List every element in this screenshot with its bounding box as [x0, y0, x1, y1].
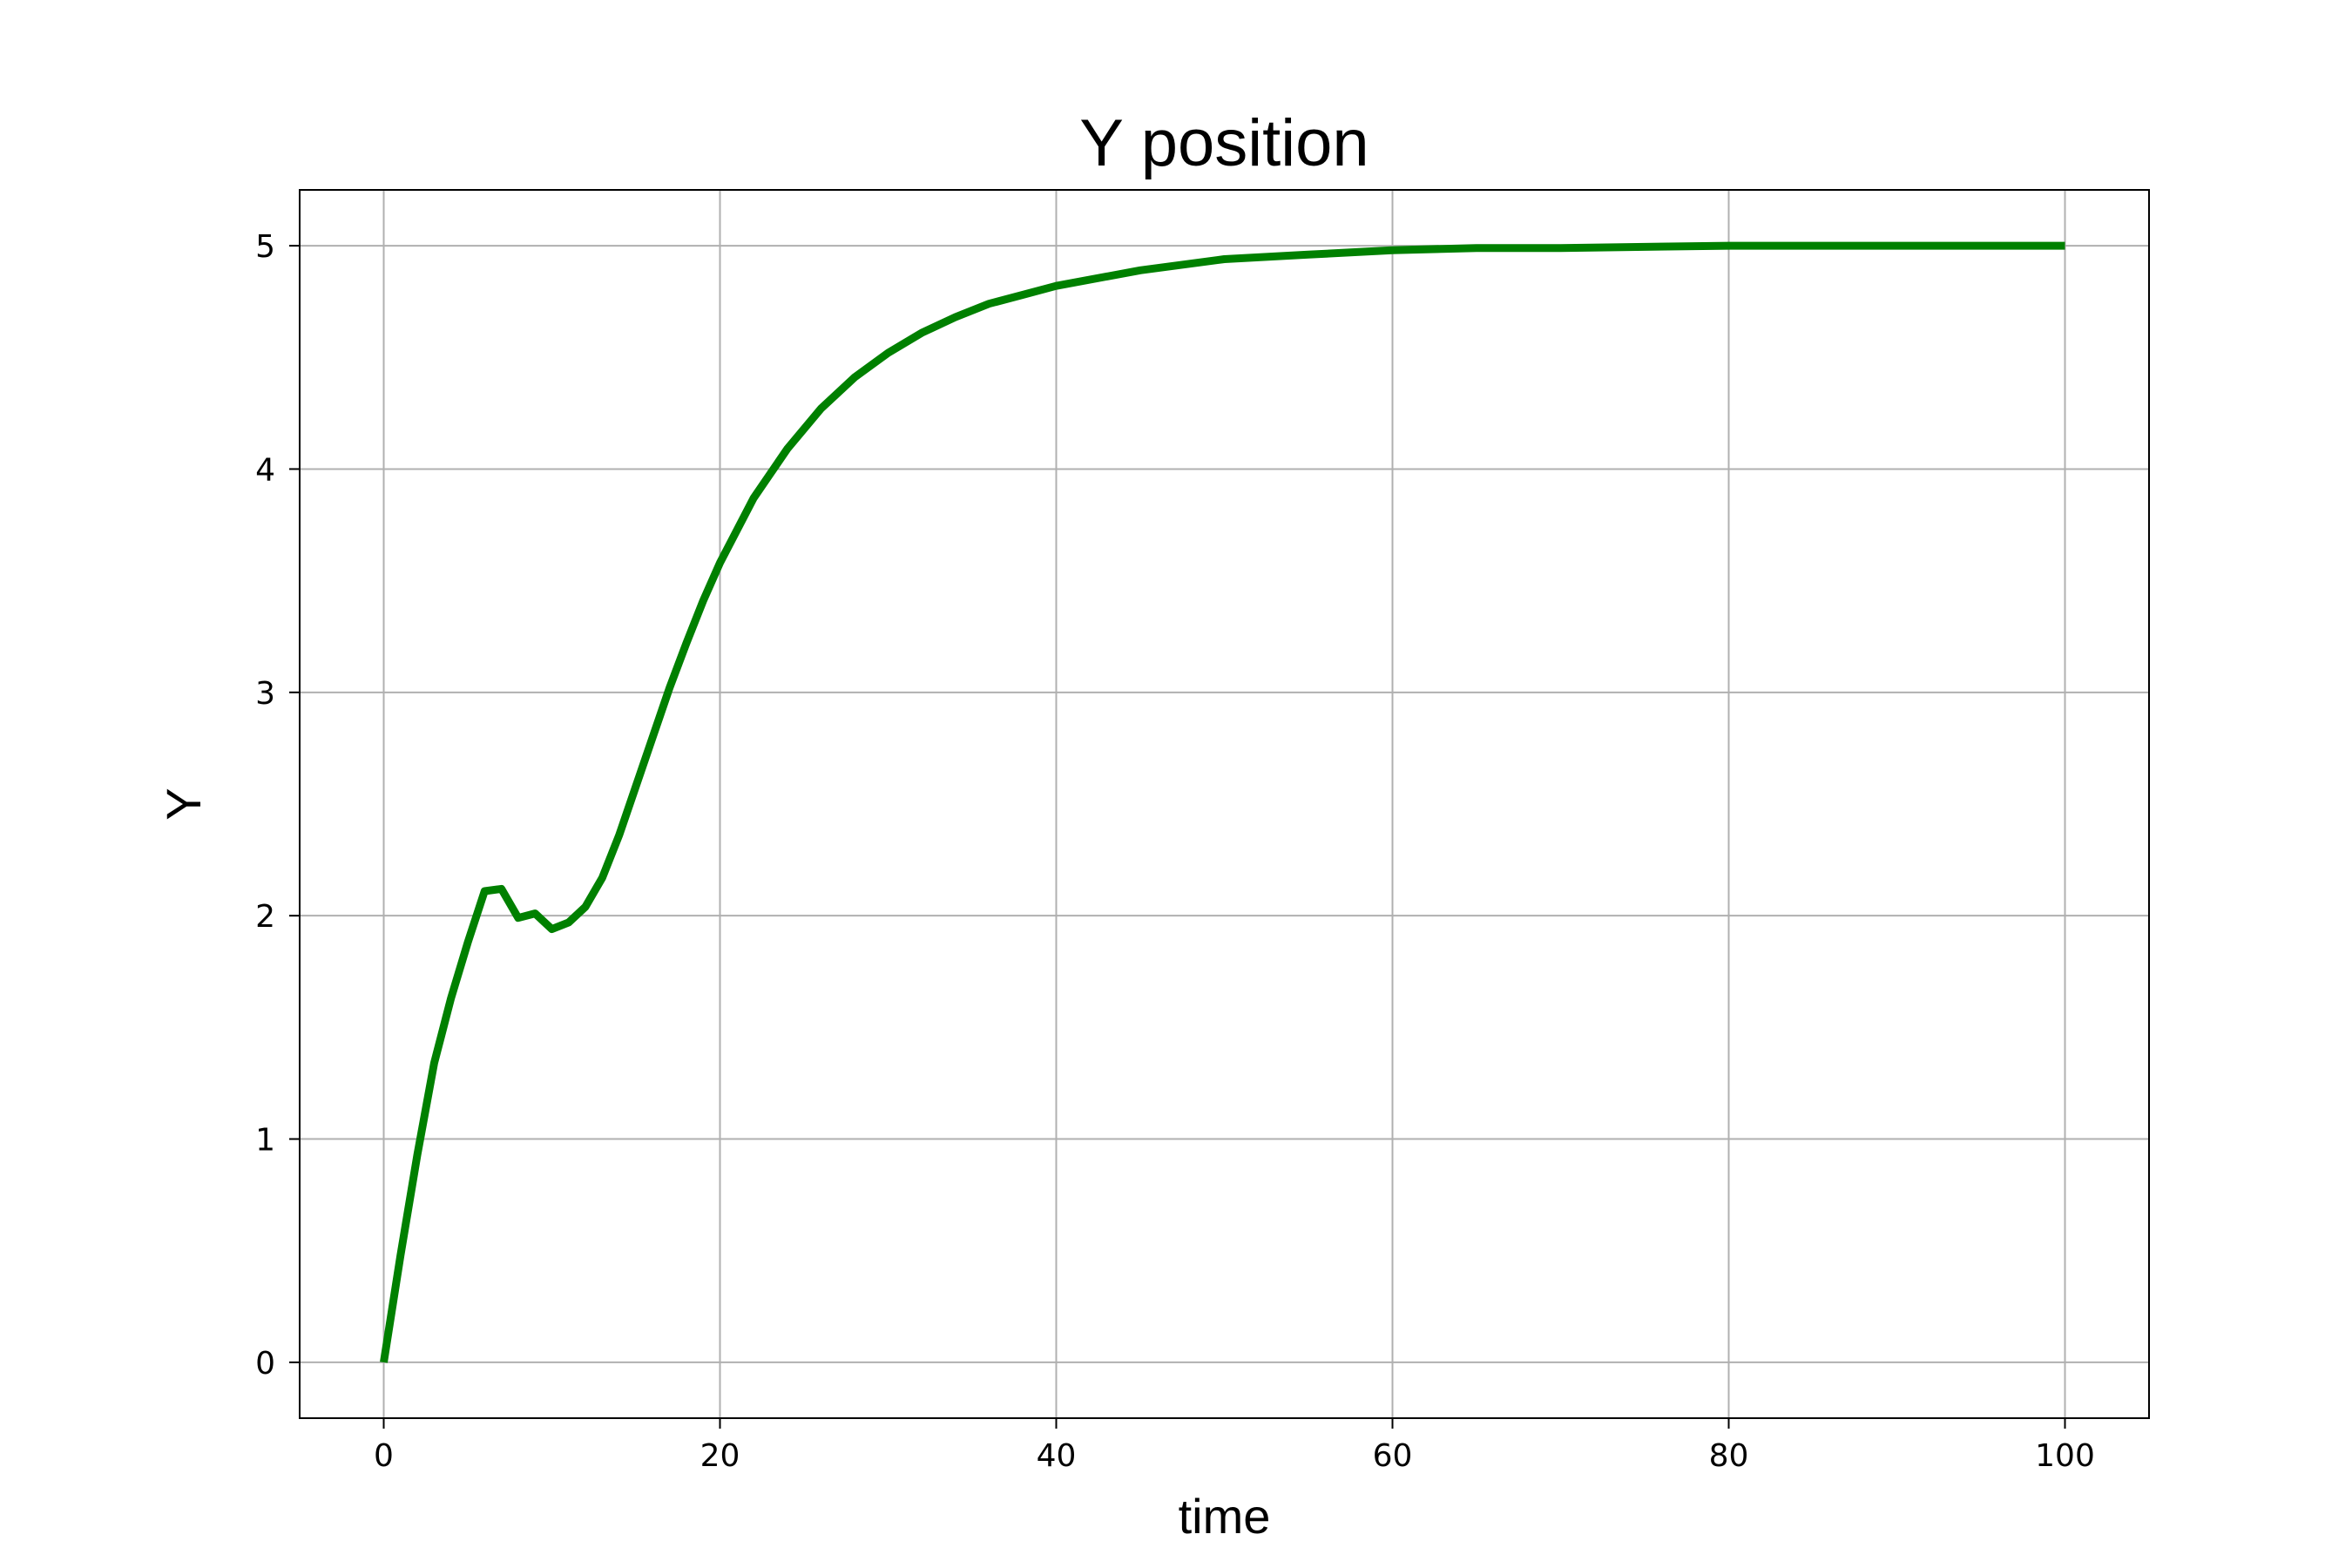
y-tick-label: 4	[255, 452, 275, 488]
plot-frame	[299, 189, 2150, 1419]
x-tick-label: 20	[700, 1438, 740, 1474]
y-tick-label: 2	[255, 899, 275, 935]
y-tick-label: 3	[255, 676, 275, 712]
y-axis-label: Y	[156, 787, 211, 820]
x-axis-label: time	[1179, 1489, 1271, 1544]
y-tick-label: 1	[255, 1123, 275, 1159]
y-tick-label: 0	[255, 1346, 275, 1382]
series-line	[380, 241, 2065, 1363]
y-tick-label: 5	[255, 229, 275, 265]
tick-marks: 0 20 40 60 80 100 0 1 2 3 4 5	[255, 229, 2095, 1474]
x-tick-label: 60	[1373, 1438, 1413, 1474]
x-tick-label: 0	[374, 1438, 394, 1474]
chart-title: Y position	[1079, 106, 1369, 180]
x-tick-label: 40	[1037, 1438, 1077, 1474]
grid-lines	[300, 190, 2149, 1418]
series-layer	[380, 241, 2065, 1363]
x-tick-label: 100	[2035, 1438, 2095, 1474]
x-tick-label: 80	[1709, 1438, 1749, 1474]
